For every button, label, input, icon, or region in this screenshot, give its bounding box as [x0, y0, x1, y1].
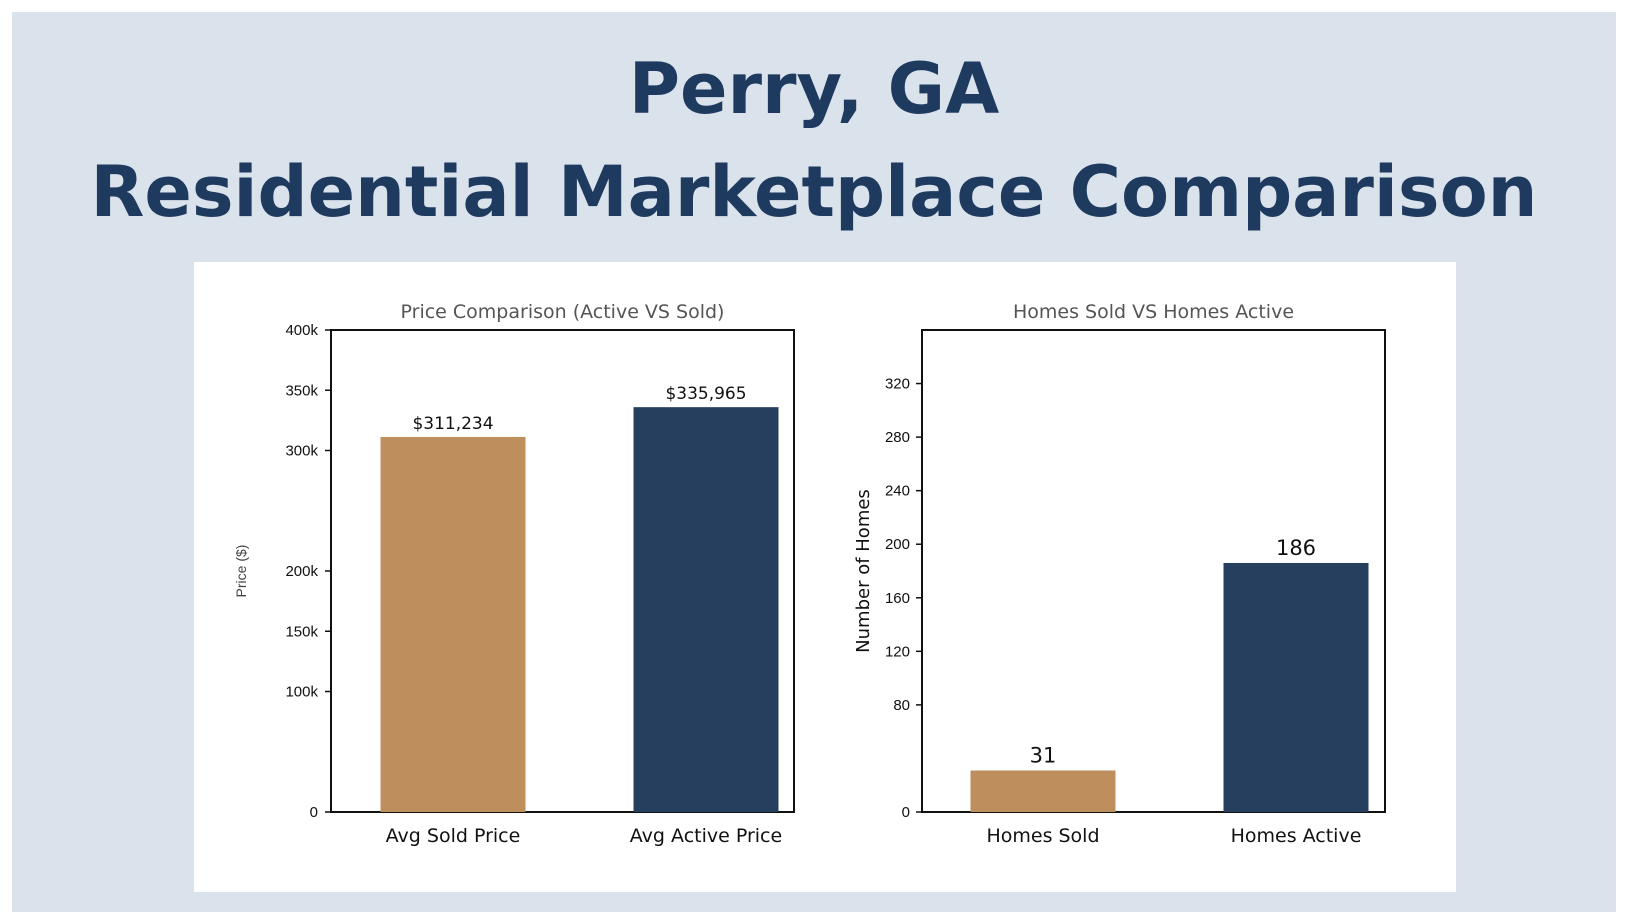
price-ytick-label: 400k — [285, 322, 318, 339]
price-y-axis-label: Price ($) — [233, 545, 249, 598]
price-ytick-label: 300k — [285, 443, 318, 460]
homes-ytick-label: 80 — [893, 697, 910, 714]
homes-ytick-label: 200 — [885, 536, 910, 553]
page-title-location: Perry, GA — [628, 48, 1000, 130]
charts-panel: Price Comparison (Active VS Sold) 0 100k 15… — [194, 262, 1456, 892]
slide-background: Perry, GA Residential Marketplace Compar… — [12, 12, 1616, 912]
charts-canvas: Price Comparison (Active VS Sold) 0 100k 15… — [233, 301, 1386, 847]
price-category-label: Avg Sold Price — [386, 825, 521, 847]
price-chart-title: Price Comparison (Active VS Sold) — [401, 301, 725, 323]
homes-chart-title: Homes Sold VS Homes Active — [1013, 301, 1294, 323]
homes-ytick-label: 240 — [885, 483, 910, 500]
homes-ytick-label: 120 — [885, 643, 910, 660]
homes-y-axis-label: Number of Homes — [853, 489, 874, 653]
homes-ytick-label: 0 — [902, 804, 910, 821]
price-ytick-label: 100k — [285, 684, 318, 701]
price-category-label: Avg Active Price — [630, 825, 782, 847]
homes-plot-frame — [921, 329, 1386, 813]
homes-data-label: 186 — [1276, 536, 1316, 560]
price-data-label: $335,965 — [665, 384, 746, 404]
price-bar-sold — [380, 436, 526, 812]
price-ytick-label: 0 — [310, 804, 318, 821]
homes-ytick-label: 320 — [885, 376, 910, 393]
homes-category-label: Homes Active — [1231, 825, 1362, 847]
price-ytick-label: 150k — [285, 623, 318, 640]
homes-data-label: 31 — [1030, 743, 1057, 767]
homes-bar-sold — [970, 770, 1116, 812]
homes-ytick-label: 280 — [885, 429, 910, 446]
homes-ytick-label: 160 — [885, 590, 910, 607]
page-title: Residential Marketplace Comparison — [90, 151, 1538, 233]
price-ytick-label: 200k — [285, 563, 318, 580]
price-data-label: $311,234 — [412, 414, 493, 434]
price-bar-active — [633, 407, 779, 812]
price-ytick-label: 350k — [285, 382, 318, 399]
homes-bar-active — [1223, 562, 1369, 812]
homes-category-label: Homes Sold — [986, 825, 1099, 847]
